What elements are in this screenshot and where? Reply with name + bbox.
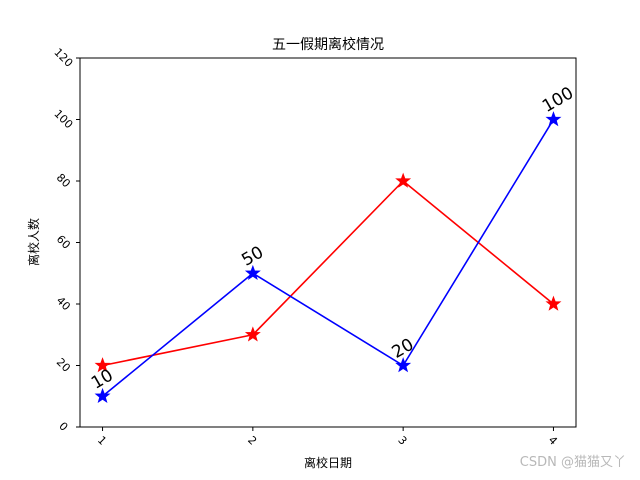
- y-tick-label: 120: [51, 46, 75, 70]
- x-tick-label: 1: [95, 434, 109, 448]
- y-tick-label: 40: [54, 294, 73, 313]
- x-tick-label: 4: [546, 434, 560, 448]
- y-axis-label: 离校人数: [26, 218, 41, 266]
- x-tick-label: 3: [395, 434, 409, 448]
- series-layer: [94, 111, 562, 404]
- chart-title: 五一假期离校情况: [272, 36, 384, 53]
- x-tick-label: 2: [245, 434, 259, 448]
- data-point-star: [94, 387, 111, 404]
- y-tick-label: 60: [54, 233, 73, 252]
- data-point-star: [94, 357, 111, 373]
- y-tick-label: 0: [56, 420, 70, 434]
- data-point-star: [395, 172, 412, 188]
- data-point-star: [244, 326, 261, 342]
- data-point-star: [545, 111, 562, 127]
- y-tick-label: 20: [54, 356, 73, 375]
- data-point-star: [244, 264, 261, 281]
- y-tick-label: 100: [51, 107, 75, 131]
- series-line: [102, 119, 555, 397]
- plot-area: [80, 58, 576, 427]
- x-axis-ticks: 1 2 3 4: [95, 427, 560, 448]
- watermark: CSDN @猫猫又丫: [519, 455, 626, 470]
- y-axis-ticks: 0 20 40 60 80 100 120: [51, 46, 80, 434]
- y-tick-label: 80: [54, 171, 73, 190]
- x-axis-label: 离校日期: [304, 455, 352, 470]
- data-point-star: [545, 295, 562, 311]
- data-point-star: [395, 357, 412, 373]
